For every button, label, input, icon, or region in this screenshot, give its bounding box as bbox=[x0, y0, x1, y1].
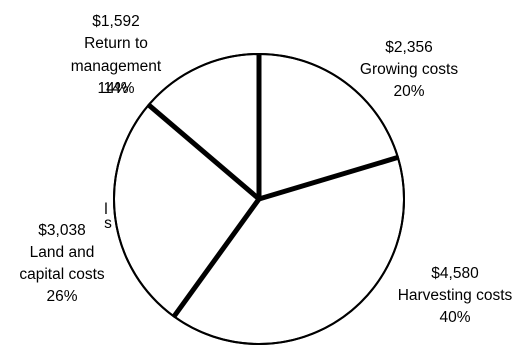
label-land-name-2: capital costs bbox=[19, 266, 105, 283]
label-harvesting-name: Harvesting costs bbox=[398, 287, 513, 304]
label-land-value: $3,038 bbox=[38, 222, 85, 239]
label-return-name-1: Return to bbox=[84, 35, 148, 52]
artifact-glyph-s: s bbox=[104, 215, 112, 232]
label-growing-value: $2,356 bbox=[385, 39, 432, 56]
label-return-percent: 14% bbox=[103, 80, 134, 97]
artifact-glyph-l: l bbox=[104, 201, 107, 218]
slice-divider-2 bbox=[258, 155, 399, 202]
slice-divider-4 bbox=[147, 103, 261, 201]
label-return-name-2: management bbox=[71, 58, 162, 75]
pie-outline bbox=[113, 53, 405, 345]
label-land-name-1: Land and bbox=[30, 244, 95, 261]
label-harvesting-value: $4,580 bbox=[431, 265, 479, 282]
pie-slices bbox=[113, 52, 405, 345]
slice-divider-3 bbox=[171, 197, 262, 318]
label-return-percent-ghost: 14% bbox=[97, 80, 128, 97]
label-land-percent: 26% bbox=[46, 288, 77, 305]
label-growing-name: Growing costs bbox=[360, 61, 458, 78]
label-return-value: $1,592 bbox=[92, 13, 139, 30]
label-growing-percent: 20% bbox=[393, 83, 424, 100]
label-harvesting-percent: 40% bbox=[439, 309, 470, 326]
